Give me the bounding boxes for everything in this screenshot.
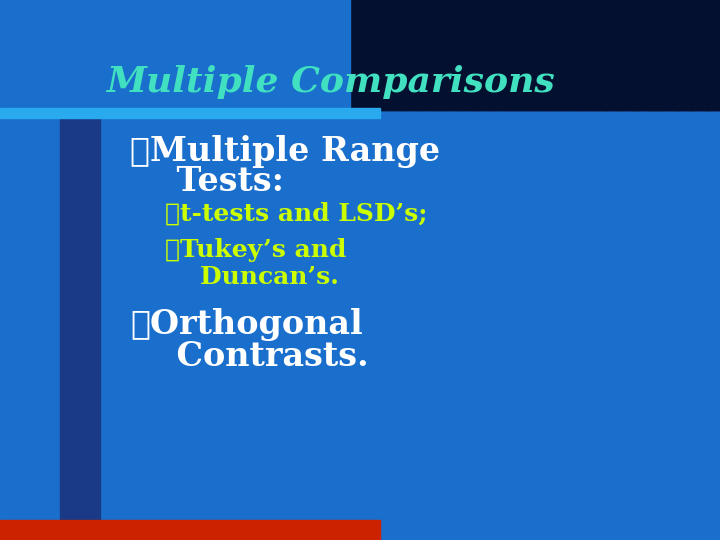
Bar <box>346 0 362 110</box>
Bar <box>418 0 434 110</box>
Text: Tests:: Tests: <box>130 165 284 198</box>
Text: ❖Multiple Range: ❖Multiple Range <box>130 135 440 168</box>
Bar <box>605 0 621 110</box>
Bar <box>504 0 521 110</box>
Bar <box>691 0 708 110</box>
Bar <box>0 520 380 540</box>
Bar <box>274 0 290 110</box>
Bar <box>706 0 720 110</box>
Bar <box>403 0 420 110</box>
Polygon shape <box>350 0 720 110</box>
Bar <box>130 0 146 110</box>
Bar <box>101 0 117 110</box>
Text: Contrasts.: Contrasts. <box>130 340 369 373</box>
Text: Duncan’s.: Duncan’s. <box>165 265 339 289</box>
Bar <box>576 0 593 110</box>
Bar <box>562 0 578 110</box>
Bar <box>29 0 45 110</box>
Bar <box>173 0 189 110</box>
Bar <box>58 0 74 110</box>
Bar <box>317 0 333 110</box>
Bar <box>14 0 31 110</box>
Bar <box>518 0 535 110</box>
Bar <box>331 0 348 110</box>
Bar <box>389 0 405 110</box>
Bar <box>0 0 17 110</box>
Bar <box>216 0 233 110</box>
Bar <box>302 0 319 110</box>
Bar <box>230 0 247 110</box>
Bar <box>158 0 175 110</box>
Text: ➤Tukey’s and: ➤Tukey’s and <box>165 238 346 262</box>
Bar <box>547 0 564 110</box>
Bar <box>648 0 665 110</box>
Bar <box>72 0 89 110</box>
Bar <box>432 0 449 110</box>
Bar <box>43 0 60 110</box>
Bar <box>475 0 492 110</box>
Text: ➤t-tests and LSD’s;: ➤t-tests and LSD’s; <box>165 202 428 226</box>
Bar <box>86 0 103 110</box>
Bar <box>619 0 636 110</box>
Bar <box>0 0 720 110</box>
Bar <box>461 0 477 110</box>
Bar <box>0 108 380 118</box>
Polygon shape <box>0 0 350 110</box>
Bar <box>187 0 204 110</box>
Text: Multiple Comparisons: Multiple Comparisons <box>106 65 554 99</box>
Bar <box>202 0 218 110</box>
Bar <box>662 0 679 110</box>
Bar <box>490 0 506 110</box>
Bar <box>677 0 693 110</box>
Bar <box>144 0 161 110</box>
Text: ❖Orthogonal: ❖Orthogonal <box>130 308 363 341</box>
Bar <box>60 110 100 520</box>
Bar <box>590 0 607 110</box>
Bar <box>533 0 549 110</box>
Bar <box>446 0 463 110</box>
Bar <box>259 0 276 110</box>
Bar <box>288 0 305 110</box>
Bar <box>360 0 377 110</box>
Bar <box>245 0 261 110</box>
Bar <box>634 0 650 110</box>
Bar <box>115 0 132 110</box>
Bar <box>374 0 391 110</box>
